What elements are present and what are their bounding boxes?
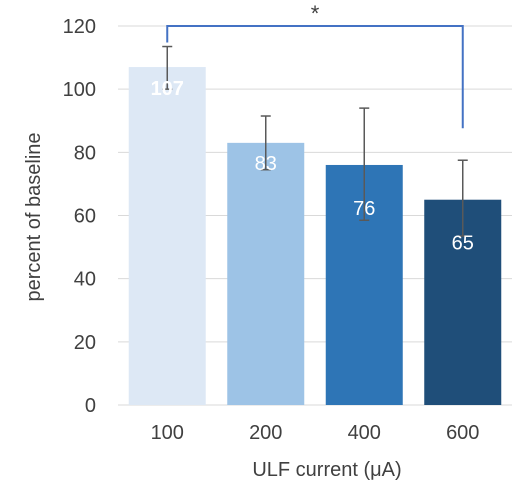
significance-bracket: *	[166, 1, 464, 129]
bar	[227, 142, 305, 405]
y-tick-label: 100	[63, 79, 96, 101]
y-tick-label: 20	[74, 332, 96, 354]
y-axis-title: percent of baseline	[23, 132, 45, 301]
x-tick-label: 400	[348, 422, 381, 444]
data-label: 65	[452, 233, 474, 255]
x-tick-label: 200	[249, 422, 282, 444]
bars-group	[128, 67, 502, 405]
significance-line	[166, 25, 464, 129]
x-tick-label: 600	[446, 422, 479, 444]
y-tick-label: 120	[63, 16, 96, 38]
data-label: 76	[353, 198, 375, 220]
y-tick-label: 80	[74, 142, 96, 164]
y-tick-label: 0	[85, 395, 96, 417]
error-bars-group	[162, 45, 468, 237]
data-labels-group: 107 83 76 65	[151, 78, 474, 255]
x-axis-title: ULF current (μA)	[252, 459, 401, 481]
bar	[128, 67, 206, 405]
x-axis-ticks: 100 200 400 600	[151, 422, 480, 444]
significance-label: *	[311, 1, 320, 26]
y-axis-ticks: 0 20 40 60 80 100 120	[63, 16, 96, 417]
x-tick-label: 100	[151, 422, 184, 444]
y-tick-label: 40	[74, 269, 96, 291]
data-label: 83	[255, 153, 277, 175]
y-tick-label: 60	[74, 206, 96, 228]
data-label: 107	[151, 78, 184, 100]
